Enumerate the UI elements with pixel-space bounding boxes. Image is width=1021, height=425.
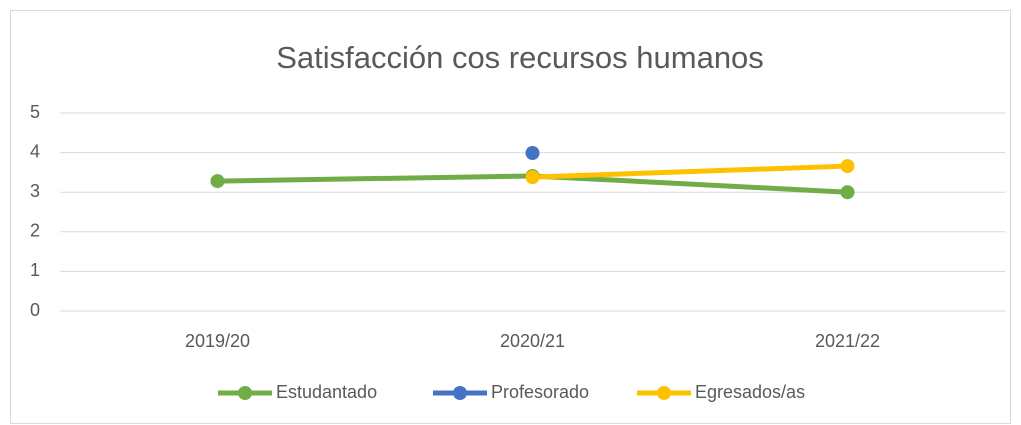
legend-label: Profesorado	[491, 382, 589, 402]
data-point	[840, 159, 855, 174]
data-point	[840, 185, 855, 200]
chart-border	[10, 10, 1011, 424]
data-point	[525, 145, 540, 160]
x-tick-label: 2020/21	[500, 331, 565, 351]
legend-label: Estudantado	[276, 382, 377, 402]
x-tick-label: 2019/20	[185, 331, 250, 351]
y-tick-label: 2	[30, 221, 40, 241]
data-point	[525, 170, 540, 185]
y-tick-label: 1	[30, 260, 40, 280]
legend-label: Egresados/as	[695, 382, 805, 402]
y-tick-label: 4	[30, 141, 40, 161]
data-point	[210, 174, 225, 189]
chart-title: Satisfacción cos recursos humanos	[276, 40, 764, 75]
legend-marker	[657, 386, 671, 400]
series-line	[532, 163, 848, 180]
legend-marker	[238, 386, 252, 400]
y-tick-label: 5	[30, 102, 40, 122]
y-tick-label: 0	[30, 300, 40, 320]
x-tick-label: 2021/22	[815, 331, 880, 351]
legend-marker	[453, 386, 467, 400]
y-tick-label: 3	[30, 181, 40, 201]
